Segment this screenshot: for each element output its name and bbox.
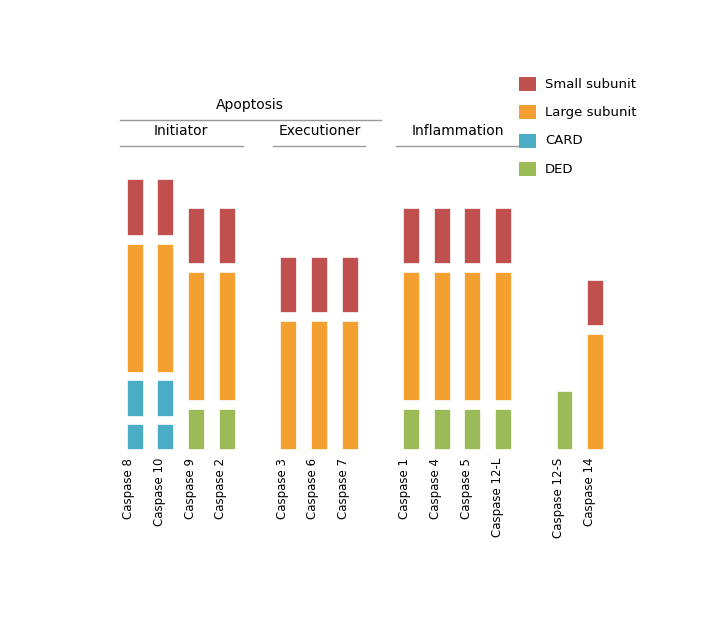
Bar (434, 409, 451, 450)
Bar (219, 272, 236, 401)
Text: Executioner: Executioner (278, 124, 361, 138)
Text: Caspase 12-L: Caspase 12-L (491, 458, 503, 537)
Bar (188, 272, 205, 401)
Bar (158, 424, 174, 450)
Bar (403, 409, 420, 450)
Bar (342, 321, 359, 450)
Bar (311, 321, 328, 450)
Text: Inflammation: Inflammation (411, 124, 504, 138)
Bar (127, 244, 143, 373)
Bar (519, 77, 535, 91)
Text: Caspase 10: Caspase 10 (153, 458, 166, 526)
Bar (464, 208, 481, 265)
Bar (280, 257, 297, 314)
Text: Apoptosis: Apoptosis (216, 99, 284, 113)
Bar (158, 179, 174, 236)
Bar (188, 208, 205, 265)
Bar (158, 244, 174, 373)
Bar (519, 106, 535, 120)
Bar (519, 162, 535, 176)
Bar (280, 321, 297, 450)
Bar (495, 409, 512, 450)
Text: Caspase 8: Caspase 8 (122, 458, 135, 519)
Text: Caspase 12-S: Caspase 12-S (552, 458, 565, 538)
Bar (219, 208, 236, 265)
Bar (158, 380, 174, 417)
Bar (403, 272, 420, 401)
Bar (434, 208, 451, 265)
Bar (464, 272, 481, 401)
Text: Caspase 6: Caspase 6 (307, 458, 319, 519)
Text: CARD: CARD (545, 134, 583, 148)
Text: Caspase 2: Caspase 2 (215, 458, 227, 519)
Text: Initiator: Initiator (154, 124, 208, 138)
Bar (495, 272, 512, 401)
Bar (188, 409, 205, 450)
Bar (311, 257, 328, 314)
Bar (434, 272, 451, 401)
Bar (588, 334, 604, 450)
Text: Caspase 14: Caspase 14 (583, 458, 595, 526)
Bar (403, 208, 420, 265)
Bar (588, 280, 604, 326)
Bar (127, 424, 143, 450)
Text: Caspase 4: Caspase 4 (429, 458, 442, 519)
Bar (557, 391, 573, 450)
Bar (127, 380, 143, 417)
Text: Caspase 5: Caspase 5 (460, 458, 473, 519)
Text: Caspase 3: Caspase 3 (276, 458, 289, 519)
Text: Large subunit: Large subunit (545, 106, 637, 119)
Bar (464, 409, 481, 450)
Bar (495, 208, 512, 265)
Text: Caspase 1: Caspase 1 (399, 458, 411, 519)
Text: DED: DED (545, 163, 573, 176)
Bar (519, 134, 535, 148)
Text: Caspase 9: Caspase 9 (183, 458, 197, 519)
Bar (342, 257, 359, 314)
Bar (127, 179, 143, 236)
Bar (219, 409, 236, 450)
Text: Small subunit: Small subunit (545, 78, 636, 90)
Text: Caspase 7: Caspase 7 (337, 458, 350, 519)
